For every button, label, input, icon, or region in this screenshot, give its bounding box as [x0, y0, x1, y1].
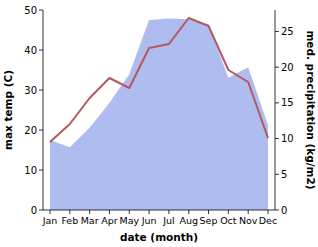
x-tick: [89, 210, 90, 214]
precip-area: [50, 19, 268, 210]
y-tick: [39, 90, 43, 91]
y2-tick-label: 5: [281, 169, 287, 180]
y2-axis: [275, 10, 276, 210]
temp-line: [50, 18, 268, 142]
x-tick: [129, 210, 130, 214]
x-tick: [248, 210, 249, 214]
x-tick-label: Jan: [42, 215, 58, 226]
y2-tick: [275, 138, 279, 139]
y-tick: [39, 170, 43, 171]
x-tick-label: Oct: [220, 215, 237, 226]
y2-tick-label: 25: [281, 26, 294, 37]
x-tick: [50, 210, 51, 214]
x-tick: [69, 210, 70, 214]
y-tick: [39, 50, 43, 51]
x-axis: [43, 210, 275, 211]
plot-area: [50, 18, 268, 210]
y-axis: [43, 10, 44, 210]
y2-tick-label: 20: [281, 62, 294, 73]
x-tick: [149, 210, 150, 214]
y2-tick: [275, 67, 279, 68]
chart: 0 10 20 30 40 50 0 5 10 15 20 25 JanFebMarAprMayJun J…: [0, 0, 318, 247]
x-tick-label: Dec: [259, 215, 277, 226]
x-tick: [188, 210, 189, 214]
x-tick-label: May: [119, 215, 139, 226]
y-tick-label: 20: [24, 125, 37, 136]
y2-tick: [275, 102, 279, 103]
x-tick: [168, 210, 169, 214]
x-tick-label: Nov: [239, 215, 258, 226]
x-tick: [208, 210, 209, 214]
y2-tick-label: 15: [281, 97, 294, 108]
x-tick-label: Jul: [162, 215, 174, 226]
x-tick-label: Aug: [179, 215, 198, 226]
y2-tick-label: 0: [281, 205, 287, 216]
y-tick-label: 0: [31, 205, 37, 216]
y-tick-label: 40: [24, 45, 37, 56]
x-tick: [228, 210, 229, 214]
y2-tick: [275, 210, 279, 211]
y-tick-label: 10: [24, 165, 37, 176]
y-axis-label: max temp (C): [2, 70, 14, 150]
x-tick-label: Sep: [200, 215, 218, 226]
y2-tick-label: 10: [281, 133, 294, 144]
x-tick: [268, 210, 269, 214]
x-axis-label: date (month): [120, 231, 198, 243]
y-tick: [39, 10, 43, 11]
x-tick-label: Jun: [141, 215, 157, 226]
y2-tick: [275, 174, 279, 175]
x-tick-label: Mar: [81, 215, 99, 226]
x-tick: [109, 210, 110, 214]
y-tick: [39, 130, 43, 131]
x-tick-label: Apr: [101, 215, 118, 226]
x-tick-label: Feb: [61, 215, 78, 226]
y-tick-label: 30: [24, 85, 37, 96]
y2-axis-label: med. precipitation (kg/m2): [305, 30, 317, 189]
y-tick-label: 50: [24, 5, 37, 16]
y-tick: [39, 210, 43, 211]
y2-tick: [275, 31, 279, 32]
